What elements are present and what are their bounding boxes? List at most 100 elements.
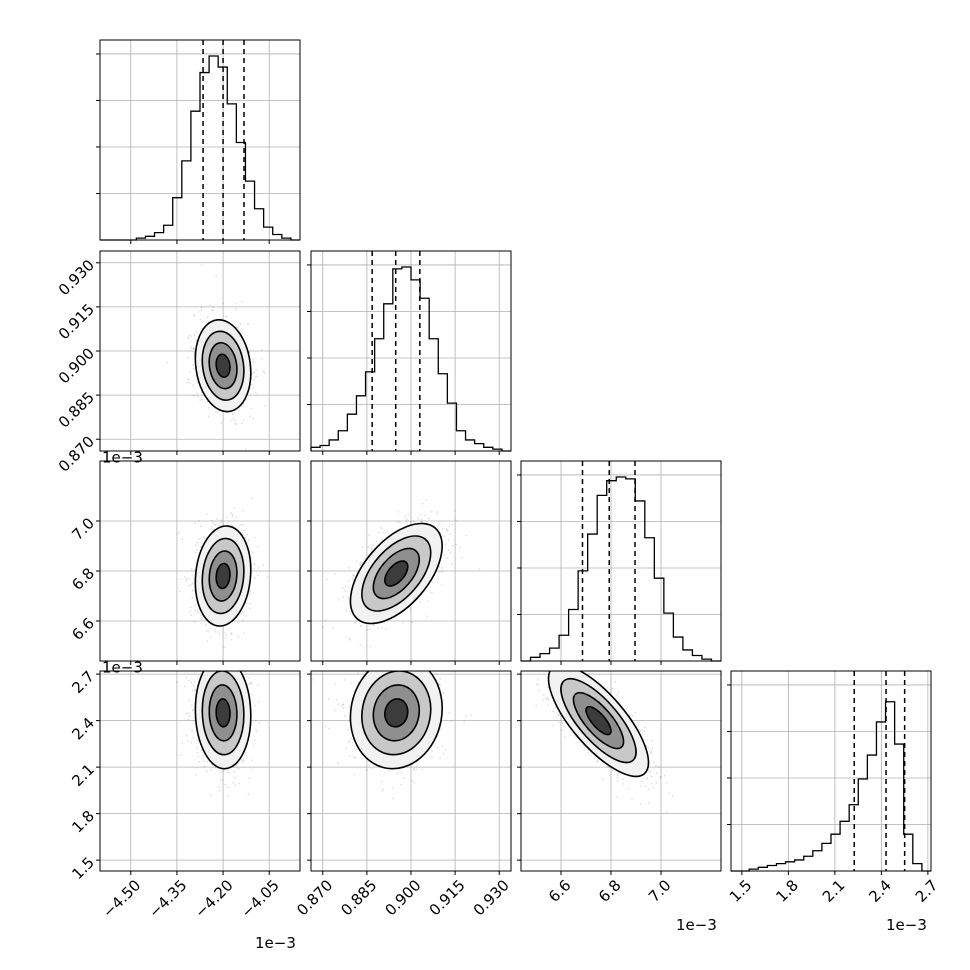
- sample-point: [428, 517, 430, 520]
- sample-point: [439, 757, 441, 759]
- sample-point: [579, 664, 581, 666]
- sample-point: [616, 780, 619, 783]
- sample-point: [251, 551, 254, 554]
- sample-point: [364, 667, 366, 669]
- sample-point: [240, 329, 243, 332]
- sample-point: [388, 770, 391, 773]
- sample-point: [230, 665, 232, 667]
- sample-point: [401, 656, 403, 658]
- sample-point: [345, 609, 348, 612]
- sample-point: [413, 781, 416, 784]
- sample-point: [191, 709, 194, 712]
- sample-point: [241, 301, 243, 304]
- sample-point: [257, 545, 260, 548]
- sample-point: [189, 340, 192, 343]
- sample-point: [194, 609, 197, 611]
- sample-point: [431, 750, 433, 752]
- sample-point: [412, 520, 415, 523]
- sample-point: [449, 637, 451, 639]
- sample-point: [453, 510, 456, 512]
- hist-panel-2: [517, 460, 722, 662]
- sample-point: [213, 523, 216, 526]
- sample-point: [234, 776, 237, 779]
- sample-point: [348, 739, 351, 742]
- sample-point: [369, 628, 372, 631]
- sample-point: [409, 631, 411, 633]
- panel-frame: [520, 460, 722, 662]
- sample-point: [213, 628, 216, 631]
- sample-point: [223, 646, 226, 648]
- sample-point: [421, 521, 423, 523]
- sample-point: [328, 727, 330, 730]
- sample-point: [424, 514, 426, 517]
- sample-point: [351, 577, 354, 579]
- sample-point: [185, 734, 188, 737]
- sample-point: [199, 614, 202, 617]
- sample-point: [215, 275, 218, 278]
- sample-point: [232, 413, 234, 416]
- sample-point: [347, 586, 349, 588]
- sample-point: [438, 523, 441, 525]
- sample-point: [426, 662, 428, 664]
- density-fill: [384, 561, 408, 587]
- sample-point: [397, 510, 400, 513]
- sample-point: [245, 619, 247, 621]
- sample-point: [241, 422, 243, 425]
- sample-point: [214, 654, 216, 656]
- sample-point: [436, 525, 439, 528]
- sample-point: [412, 641, 414, 643]
- sample-point: [420, 518, 423, 521]
- sample-point: [234, 784, 237, 786]
- sample-point: [195, 552, 197, 554]
- sample-point: [337, 762, 340, 764]
- histogram-step: [310, 266, 511, 452]
- sample-point: [253, 357, 256, 360]
- histogram-step: [100, 55, 300, 241]
- sample-point: [438, 571, 441, 573]
- sample-point: [207, 415, 210, 418]
- sample-point: [193, 720, 196, 722]
- sample-point: [209, 657, 211, 659]
- sample-point: [201, 618, 204, 620]
- sample-point: [640, 780, 643, 783]
- sample-point: [255, 720, 257, 723]
- sample-point: [203, 760, 206, 763]
- sample-point: [444, 748, 447, 751]
- sample-point: [200, 665, 202, 667]
- sample-point: [192, 384, 194, 387]
- sample-point: [220, 421, 223, 424]
- sample-point: [198, 519, 200, 522]
- sample-point: [241, 666, 243, 668]
- sample-point: [210, 528, 213, 531]
- density-panel-1-3: [310, 631, 512, 872]
- sample-point: [370, 548, 373, 551]
- sample-point: [571, 664, 573, 666]
- sample-point: [175, 681, 178, 683]
- sample-point: [450, 720, 453, 722]
- sample-point: [324, 725, 327, 728]
- sample-point: [383, 621, 386, 624]
- sample-point: [233, 664, 235, 666]
- sample-point: [214, 766, 217, 769]
- sample-point: [386, 669, 388, 671]
- sample-point: [446, 529, 448, 532]
- sample-point: [425, 658, 427, 660]
- sample-point: [249, 602, 251, 605]
- sample-point: [449, 533, 451, 536]
- sample-point: [640, 802, 642, 805]
- sample-point: [193, 689, 196, 691]
- sample-point: [238, 409, 241, 412]
- sample-point: [206, 401, 209, 403]
- sample-point: [401, 666, 403, 668]
- sample-point: [194, 689, 197, 692]
- sample-point: [359, 564, 362, 566]
- sample-point: [225, 315, 228, 318]
- sample-point: [219, 778, 222, 781]
- sample-point: [359, 624, 362, 627]
- sample-point: [193, 681, 196, 683]
- sample-point: [461, 557, 463, 560]
- sample-point: [409, 608, 412, 611]
- sample-point: [367, 546, 370, 548]
- sample-point: [390, 663, 392, 665]
- sample-point: [253, 379, 255, 381]
